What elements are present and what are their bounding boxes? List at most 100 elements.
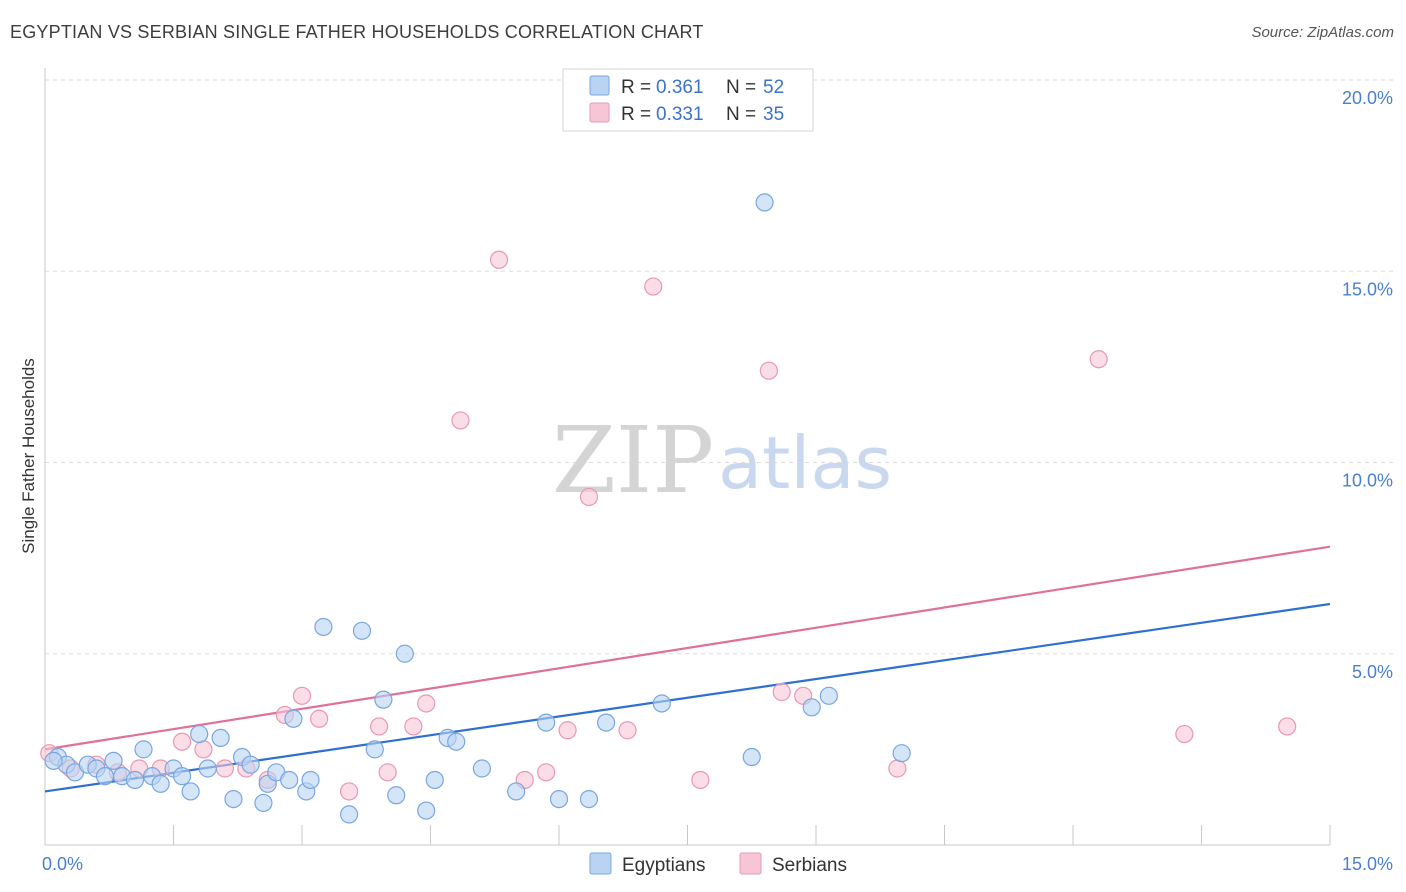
series-egyptians — [44, 193, 911, 824]
y-tick-label-1: 10.0% — [1342, 471, 1393, 491]
trend-lines — [44, 545, 1331, 793]
egyptians-point-15 — [190, 724, 209, 744]
y-axis-label: Single Father Households — [19, 358, 38, 554]
x-tick-label-0: 0.0% — [42, 854, 83, 874]
serbians-trend-line — [44, 545, 1331, 751]
serbians-point-25 — [618, 721, 637, 740]
legend-swatch-serbians — [589, 102, 610, 123]
legend-r-label-egyptians: R = — [621, 77, 651, 98]
egyptians-point-28 — [314, 617, 333, 637]
legend-r-value-serbians: 0.331 — [656, 104, 704, 125]
serbians-point-17 — [404, 717, 423, 736]
egyptians-point-30 — [352, 621, 372, 640]
egyptians-point-16 — [198, 759, 217, 778]
serbians-point-26 — [644, 277, 663, 296]
egyptians-point-24 — [280, 770, 299, 790]
egyptians-point-46 — [742, 747, 761, 767]
egyptians-point-50 — [892, 744, 911, 763]
serbians-point-14 — [340, 782, 359, 801]
watermark: ZIP atlas — [552, 407, 892, 514]
egyptians-point-39 — [472, 759, 491, 778]
bottom-legend-swatch-egyptians — [589, 852, 612, 875]
egyptians-point-42 — [549, 789, 569, 809]
y-tick-label-0: 5.0% — [1352, 662, 1393, 682]
egyptians-point-6 — [104, 751, 123, 770]
serbians-point-16 — [378, 763, 397, 782]
legend-swatch-egyptians — [589, 75, 610, 96]
legend-r-value-egyptians: 0.361 — [656, 77, 704, 98]
source-label: Source: ZipAtlas.com — [1251, 24, 1394, 41]
serbians-point-23 — [558, 721, 577, 740]
bottom-legend-serbians: Serbians — [772, 855, 847, 876]
egyptians-point-38 — [447, 732, 466, 751]
serbians-point-6 — [172, 732, 192, 751]
watermark-zip: ZIP — [552, 407, 714, 514]
legend-n-value-egyptians: 52 — [763, 77, 784, 98]
serbians-point-15 — [370, 717, 389, 736]
serbians-point-18 — [417, 694, 436, 713]
serbians-point-8 — [215, 759, 234, 778]
serbians-point-22 — [537, 763, 556, 782]
egyptians-point-33 — [387, 786, 406, 805]
egyptians-point-9 — [134, 740, 153, 759]
egyptians-point-20 — [241, 755, 260, 774]
egyptians-point-8 — [125, 770, 145, 790]
egyptians-point-5 — [95, 767, 115, 786]
egyptians-point-44 — [597, 713, 616, 732]
egyptians-point-34 — [395, 644, 414, 663]
serbians-point-31 — [888, 759, 907, 778]
egyptians-point-14 — [181, 782, 200, 801]
egyptians-point-31 — [365, 740, 384, 759]
egyptians-point-51 — [44, 751, 63, 770]
egyptians-point-43 — [579, 789, 599, 809]
watermark-atlas: atlas — [718, 421, 892, 505]
serbians-point-24 — [579, 487, 599, 507]
serbians-point-12 — [292, 686, 312, 705]
egyptians-point-49 — [819, 686, 838, 705]
serbians-point-34 — [1278, 717, 1297, 736]
egyptians-point-13 — [172, 767, 192, 786]
egyptians-point-45 — [652, 694, 671, 713]
egyptians-point-18 — [224, 789, 243, 809]
legend-n-value-serbians: 35 — [763, 104, 784, 125]
serbians-point-28 — [759, 361, 778, 380]
serbians-point-20 — [489, 250, 509, 269]
bottom-legend: Egyptians Serbians — [589, 852, 847, 876]
bottom-legend-egyptians: Egyptians — [622, 855, 705, 876]
egyptians-point-48 — [802, 698, 821, 717]
chart-title: EGYPTIAN VS SERBIAN SINGLE FATHER HOUSEH… — [10, 22, 704, 42]
egyptians-point-29 — [340, 805, 359, 824]
y-tick-label-2: 15.0% — [1342, 279, 1393, 299]
egyptians-trend-line — [44, 602, 1331, 793]
serbians-point-19 — [451, 411, 470, 430]
egyptians-point-27 — [301, 770, 320, 790]
x-tick-labels: 0.0% 15.0% — [42, 854, 1393, 874]
y-tick-labels: 5.0% 10.0% 15.0% 20.0% — [1342, 88, 1393, 682]
bottom-legend-swatch-serbians — [739, 852, 762, 875]
egyptians-point-41 — [537, 713, 556, 732]
serbians-point-29 — [772, 682, 791, 702]
serbians-point-7 — [194, 740, 213, 759]
egyptians-point-11 — [151, 774, 170, 793]
legend-r-label-serbians: R = — [621, 104, 651, 125]
egyptians-point-47 — [755, 193, 774, 212]
axes — [44, 68, 1331, 846]
egyptians-point-36 — [425, 770, 444, 790]
serbians-point-32 — [1089, 350, 1108, 369]
serbians-point-13 — [310, 709, 329, 728]
y-tick-label-3: 20.0% — [1342, 88, 1393, 108]
egyptians-point-17 — [211, 728, 230, 748]
egyptians-point-21 — [254, 793, 273, 813]
egyptians-point-32 — [374, 690, 393, 709]
legend-n-label-egyptians: N = — [726, 77, 756, 98]
serbians-point-33 — [1175, 724, 1194, 744]
x-tick-label-1: 15.0% — [1342, 854, 1393, 874]
egyptians-point-35 — [417, 801, 436, 820]
legend-n-label-serbians: N = — [726, 104, 756, 125]
egyptians-point-25 — [284, 709, 303, 728]
legend-box: R = 0.361 N = 52 R = 0.331 N = 35 — [562, 68, 814, 132]
series-serbians — [40, 250, 1297, 801]
serbians-point-27 — [691, 770, 710, 790]
egyptians-point-40 — [507, 782, 526, 801]
